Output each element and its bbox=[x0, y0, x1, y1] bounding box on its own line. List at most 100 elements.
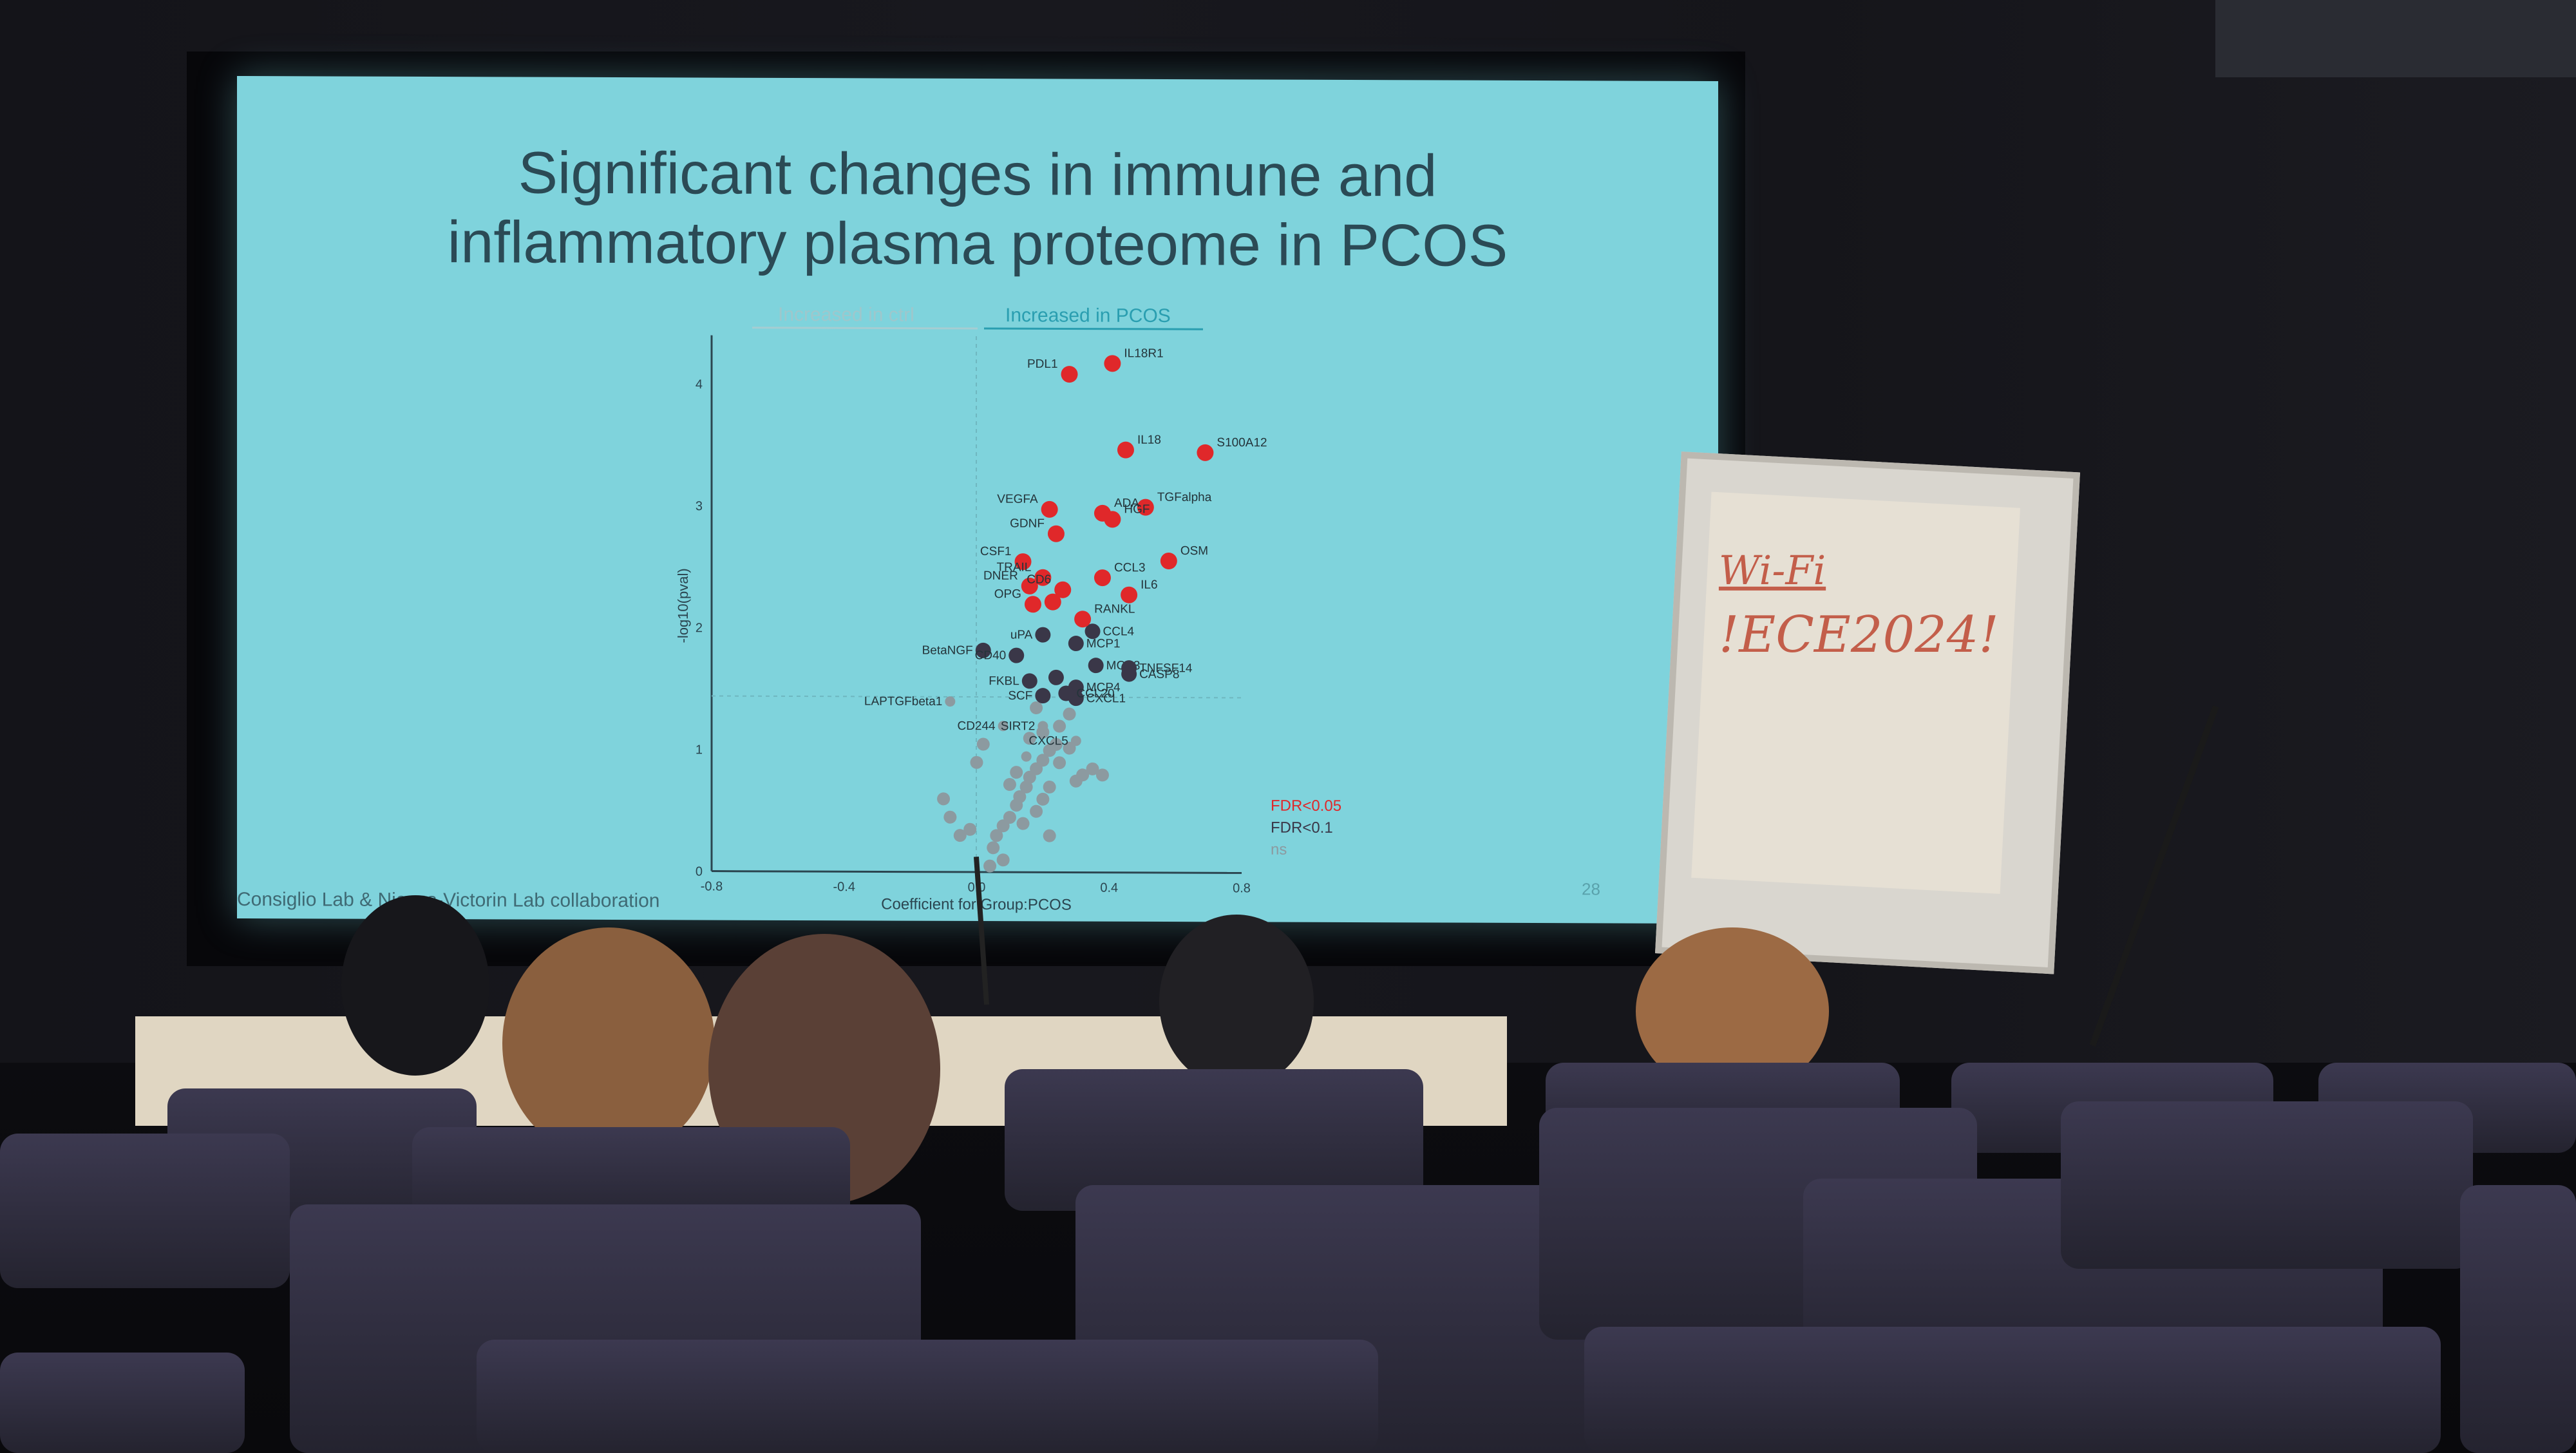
arrow-left-label: Increased in ctrl bbox=[778, 304, 914, 326]
data-point-fdr005 bbox=[1197, 444, 1214, 461]
flipchart: Wi-Fi !ECE2024! bbox=[1655, 451, 2080, 974]
point-label: HGF bbox=[1124, 502, 1150, 516]
chair bbox=[2061, 1101, 2473, 1269]
chair bbox=[1584, 1327, 2441, 1453]
point-label: CCL3 bbox=[1114, 561, 1146, 575]
data-point-fdr01 bbox=[1021, 673, 1037, 689]
data-point-fdr005 bbox=[1014, 553, 1032, 571]
point-label: FKBL bbox=[989, 674, 1019, 688]
data-point-fdr005 bbox=[1054, 581, 1072, 598]
data-point-ns bbox=[1053, 719, 1066, 733]
data-point-ns bbox=[1063, 741, 1076, 755]
point-label: PDL1 bbox=[1027, 357, 1058, 371]
data-point-fdr01 bbox=[1009, 647, 1025, 663]
point-label: RANKL bbox=[1094, 602, 1135, 616]
data-point-ns bbox=[945, 696, 956, 707]
data-point-fdr005 bbox=[1024, 596, 1041, 613]
audience-head bbox=[502, 927, 715, 1159]
data-point-fdr005 bbox=[1061, 366, 1078, 383]
data-point-ns bbox=[1016, 817, 1030, 830]
y-tick-label: 0 bbox=[696, 864, 703, 878]
y-tick-label: 4 bbox=[696, 377, 703, 392]
arrow-right bbox=[984, 327, 1203, 330]
point-label: OSM bbox=[1180, 544, 1208, 558]
data-point-fdr005 bbox=[1160, 552, 1177, 569]
y-tick-label: 2 bbox=[696, 621, 703, 635]
data-point-ns bbox=[1013, 790, 1027, 803]
data-point-ns bbox=[1043, 829, 1056, 842]
data-point-fdr005 bbox=[1117, 441, 1134, 459]
audience-head bbox=[1159, 915, 1314, 1088]
point-label: CSF1 bbox=[980, 545, 1012, 558]
data-point-fdr005 bbox=[1137, 499, 1154, 516]
data-point-ns bbox=[1070, 736, 1081, 746]
data-point-ns bbox=[1019, 780, 1033, 793]
x-tick-label: 0.8 bbox=[1233, 881, 1251, 895]
data-point-fdr005 bbox=[1021, 577, 1038, 594]
point-label: CASP8 bbox=[1139, 668, 1179, 681]
data-point-fdr005 bbox=[1034, 569, 1052, 586]
volcano-plot: Increased in ctrl Increased in PCOS -log… bbox=[675, 304, 1341, 914]
data-point-fdr01 bbox=[1088, 658, 1104, 674]
data-point-fdr01 bbox=[1058, 685, 1074, 701]
chair bbox=[0, 1353, 245, 1453]
point-label: DNER bbox=[983, 569, 1018, 583]
data-point-ns bbox=[1053, 756, 1066, 770]
point-label: uPA bbox=[1010, 628, 1033, 641]
data-point-ns bbox=[937, 792, 951, 806]
legend-entry: FDR<0.05 bbox=[1271, 797, 1341, 815]
flipchart-line2: !ECE2024! bbox=[1718, 605, 1999, 664]
flipchart-line1: Wi-Fi bbox=[1718, 546, 1826, 594]
data-point-ns bbox=[987, 841, 1000, 855]
x-tick-label: 0.4 bbox=[1100, 881, 1118, 895]
x-tick-label: -0.4 bbox=[833, 880, 855, 894]
data-point-ns bbox=[1063, 707, 1076, 721]
slide-page-number: 28 bbox=[1582, 879, 1600, 899]
threshold-dashed-line bbox=[712, 695, 1242, 699]
data-point-ns bbox=[1010, 766, 1023, 779]
point-label: CXCL5 bbox=[1029, 734, 1068, 748]
projection-screen: Significant changes in immune and inflam… bbox=[237, 75, 1718, 924]
point-label: CCL20 bbox=[1076, 687, 1114, 701]
data-point-fdr005 bbox=[1121, 586, 1138, 603]
point-label: OPG bbox=[994, 587, 1021, 601]
data-point-ns bbox=[1037, 721, 1048, 732]
data-point-fdr01 bbox=[1121, 666, 1137, 682]
data-point-fdr005 bbox=[1104, 355, 1121, 372]
data-point-fdr01 bbox=[1068, 636, 1084, 652]
point-label: VEGFA bbox=[997, 493, 1038, 506]
y-tick-label: 3 bbox=[696, 499, 703, 513]
point-label: MCP4 bbox=[1086, 681, 1121, 694]
audience-head bbox=[341, 895, 489, 1076]
data-point-ns bbox=[998, 721, 1009, 732]
point-label: S100A12 bbox=[1217, 436, 1267, 450]
data-point-ns bbox=[1003, 778, 1016, 792]
data-point-fdr005 bbox=[1041, 500, 1058, 518]
data-point-ns bbox=[970, 755, 983, 769]
legend-entry: ns bbox=[1271, 841, 1287, 859]
point-label: CXCL1 bbox=[1086, 692, 1126, 705]
point-label: MCP1 bbox=[1086, 637, 1121, 651]
data-point-ns bbox=[990, 829, 1003, 842]
point-label: CD244 bbox=[957, 719, 996, 733]
point-label: CCL4 bbox=[1103, 625, 1135, 638]
point-label: LAPTGFbeta1 bbox=[864, 695, 942, 708]
data-point-fdr005 bbox=[1094, 504, 1111, 522]
chair bbox=[0, 1134, 290, 1288]
data-point-ns bbox=[963, 822, 977, 836]
point-label: BetaNGF bbox=[922, 644, 973, 658]
point-label: IL18 bbox=[1137, 433, 1161, 447]
data-point-ns bbox=[1003, 811, 1016, 824]
data-point-ns bbox=[983, 859, 997, 873]
data-point-fdr005 bbox=[1074, 611, 1092, 628]
point-label: SIRT2 bbox=[1001, 719, 1036, 733]
data-point-fdr01 bbox=[1035, 627, 1051, 643]
data-point-ns bbox=[1043, 781, 1056, 794]
data-point-ns bbox=[1030, 804, 1043, 818]
chair bbox=[477, 1340, 1378, 1453]
data-point-fdr01 bbox=[975, 642, 991, 658]
chair bbox=[2460, 1185, 2576, 1453]
y-tick-label: 1 bbox=[696, 743, 703, 757]
flipchart-text: Wi-Fi !ECE2024! bbox=[1719, 538, 1999, 667]
data-point-fdr01 bbox=[1084, 623, 1101, 640]
